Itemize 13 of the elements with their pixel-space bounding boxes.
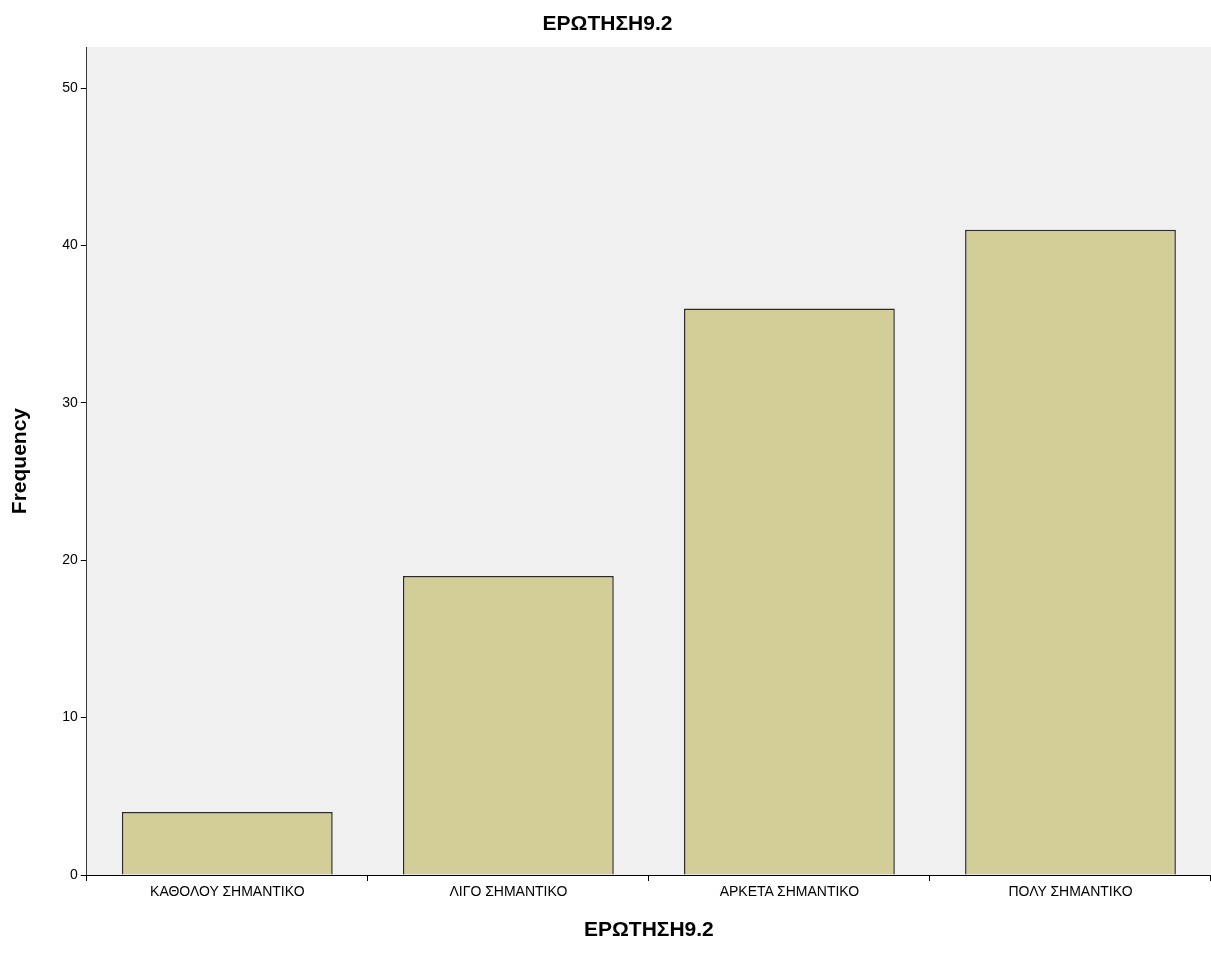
x-tick-label: ΑΡΚΕΤΑ ΣΗΜΑΝΤΙΚΟ bbox=[719, 883, 860, 900]
y-tick-label: 30 bbox=[62, 393, 78, 410]
y-tick-label: 40 bbox=[62, 236, 78, 253]
y-tick-label: 50 bbox=[62, 78, 78, 95]
x-axis-title: ΕΡΩΤΗΣΗ9.2 bbox=[583, 917, 714, 941]
x-tick-label: ΚΑΘΟΛΟΥ ΣΗΜΑΝΤΙΚΟ bbox=[150, 883, 305, 900]
y-tick-label: 0 bbox=[69, 865, 78, 882]
y-tick-label: 20 bbox=[62, 551, 78, 568]
x-tick-label: ΠΟΛΥ ΣΗΜΑΝΤΙΚΟ bbox=[1008, 883, 1133, 900]
y-tick-label: 10 bbox=[62, 708, 78, 725]
chart-title: ΕΡΩΤΗΣΗ9.2 bbox=[542, 11, 673, 35]
y-axis-title: Frequency bbox=[7, 407, 31, 515]
x-tick-label: ΛΙΓΟ ΣΗΜΑΝΤΙΚΟ bbox=[449, 883, 568, 900]
